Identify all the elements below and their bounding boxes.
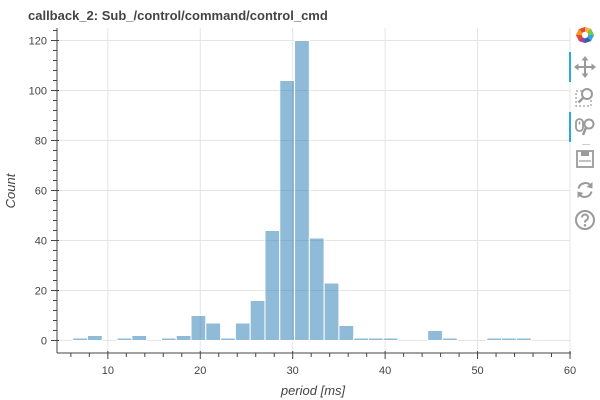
y-tick-label: 40 <box>35 236 47 248</box>
histogram-bar <box>176 336 191 341</box>
x-axis-label: period [ms] <box>280 383 346 398</box>
help-tool[interactable] <box>572 207 598 233</box>
histogram-bar <box>250 301 265 341</box>
pan-active-indicator <box>569 52 571 82</box>
y-tick-label: 20 <box>35 286 47 298</box>
y-tick-label: 60 <box>35 186 47 198</box>
toolbar-separator <box>582 144 590 145</box>
histogram-bar <box>502 338 517 341</box>
box-zoom-icon <box>574 86 596 108</box>
histogram-bar <box>280 81 295 341</box>
histogram-bar <box>383 338 398 341</box>
histogram-bar <box>368 338 383 341</box>
chart-title: callback_2: Sub_/control/command/control… <box>28 8 328 23</box>
y-tick-label: 0 <box>41 336 47 348</box>
histogram-bar <box>117 338 132 341</box>
histogram-bar <box>487 338 502 341</box>
histogram-bar <box>516 338 531 341</box>
wheel-zoom-icon <box>574 116 596 138</box>
x-tick-label: 30 <box>287 365 299 377</box>
histogram-bar <box>339 326 354 341</box>
y-axis-label: Count <box>3 172 18 208</box>
y-tick-label: 100 <box>29 86 47 98</box>
histogram-bar <box>295 41 310 341</box>
bokeh-logo-icon <box>574 26 596 48</box>
histogram-bar <box>235 323 250 341</box>
y-tick-label: 80 <box>35 136 47 148</box>
x-tick-label: 20 <box>194 365 206 377</box>
histogram-bar <box>191 316 206 341</box>
histogram-bar <box>442 338 457 341</box>
bokeh-logo[interactable] <box>572 24 598 50</box>
pan-icon <box>574 56 596 78</box>
histogram-bar <box>309 238 324 341</box>
wheel-zoom-tool[interactable] <box>572 114 598 140</box>
histogram-bar <box>265 231 280 341</box>
histogram-bar <box>161 338 176 341</box>
histogram-bar <box>88 336 103 341</box>
histogram-bar <box>324 283 339 341</box>
box-zoom-tool[interactable] <box>572 84 598 110</box>
histogram-bar <box>354 338 369 341</box>
y-tick-label: 120 <box>29 36 47 48</box>
histogram-bar <box>206 323 221 341</box>
wheel-zoom-active-indicator <box>569 112 571 142</box>
x-tick-label: 40 <box>379 365 391 377</box>
histogram-bar <box>428 331 443 341</box>
x-tick-label: 10 <box>102 365 114 377</box>
save-icon <box>574 148 596 170</box>
toolbar <box>568 22 600 242</box>
reset-icon <box>574 179 596 201</box>
histogram-bar <box>132 336 147 341</box>
save-tool[interactable] <box>572 146 598 172</box>
reset-tool[interactable] <box>572 177 598 203</box>
histogram-bar <box>221 338 236 341</box>
help-icon <box>574 209 596 231</box>
x-tick-label: 50 <box>471 365 483 377</box>
pan-tool[interactable] <box>572 54 598 80</box>
x-tick-label: 60 <box>564 365 576 377</box>
histogram-bar <box>73 338 88 341</box>
